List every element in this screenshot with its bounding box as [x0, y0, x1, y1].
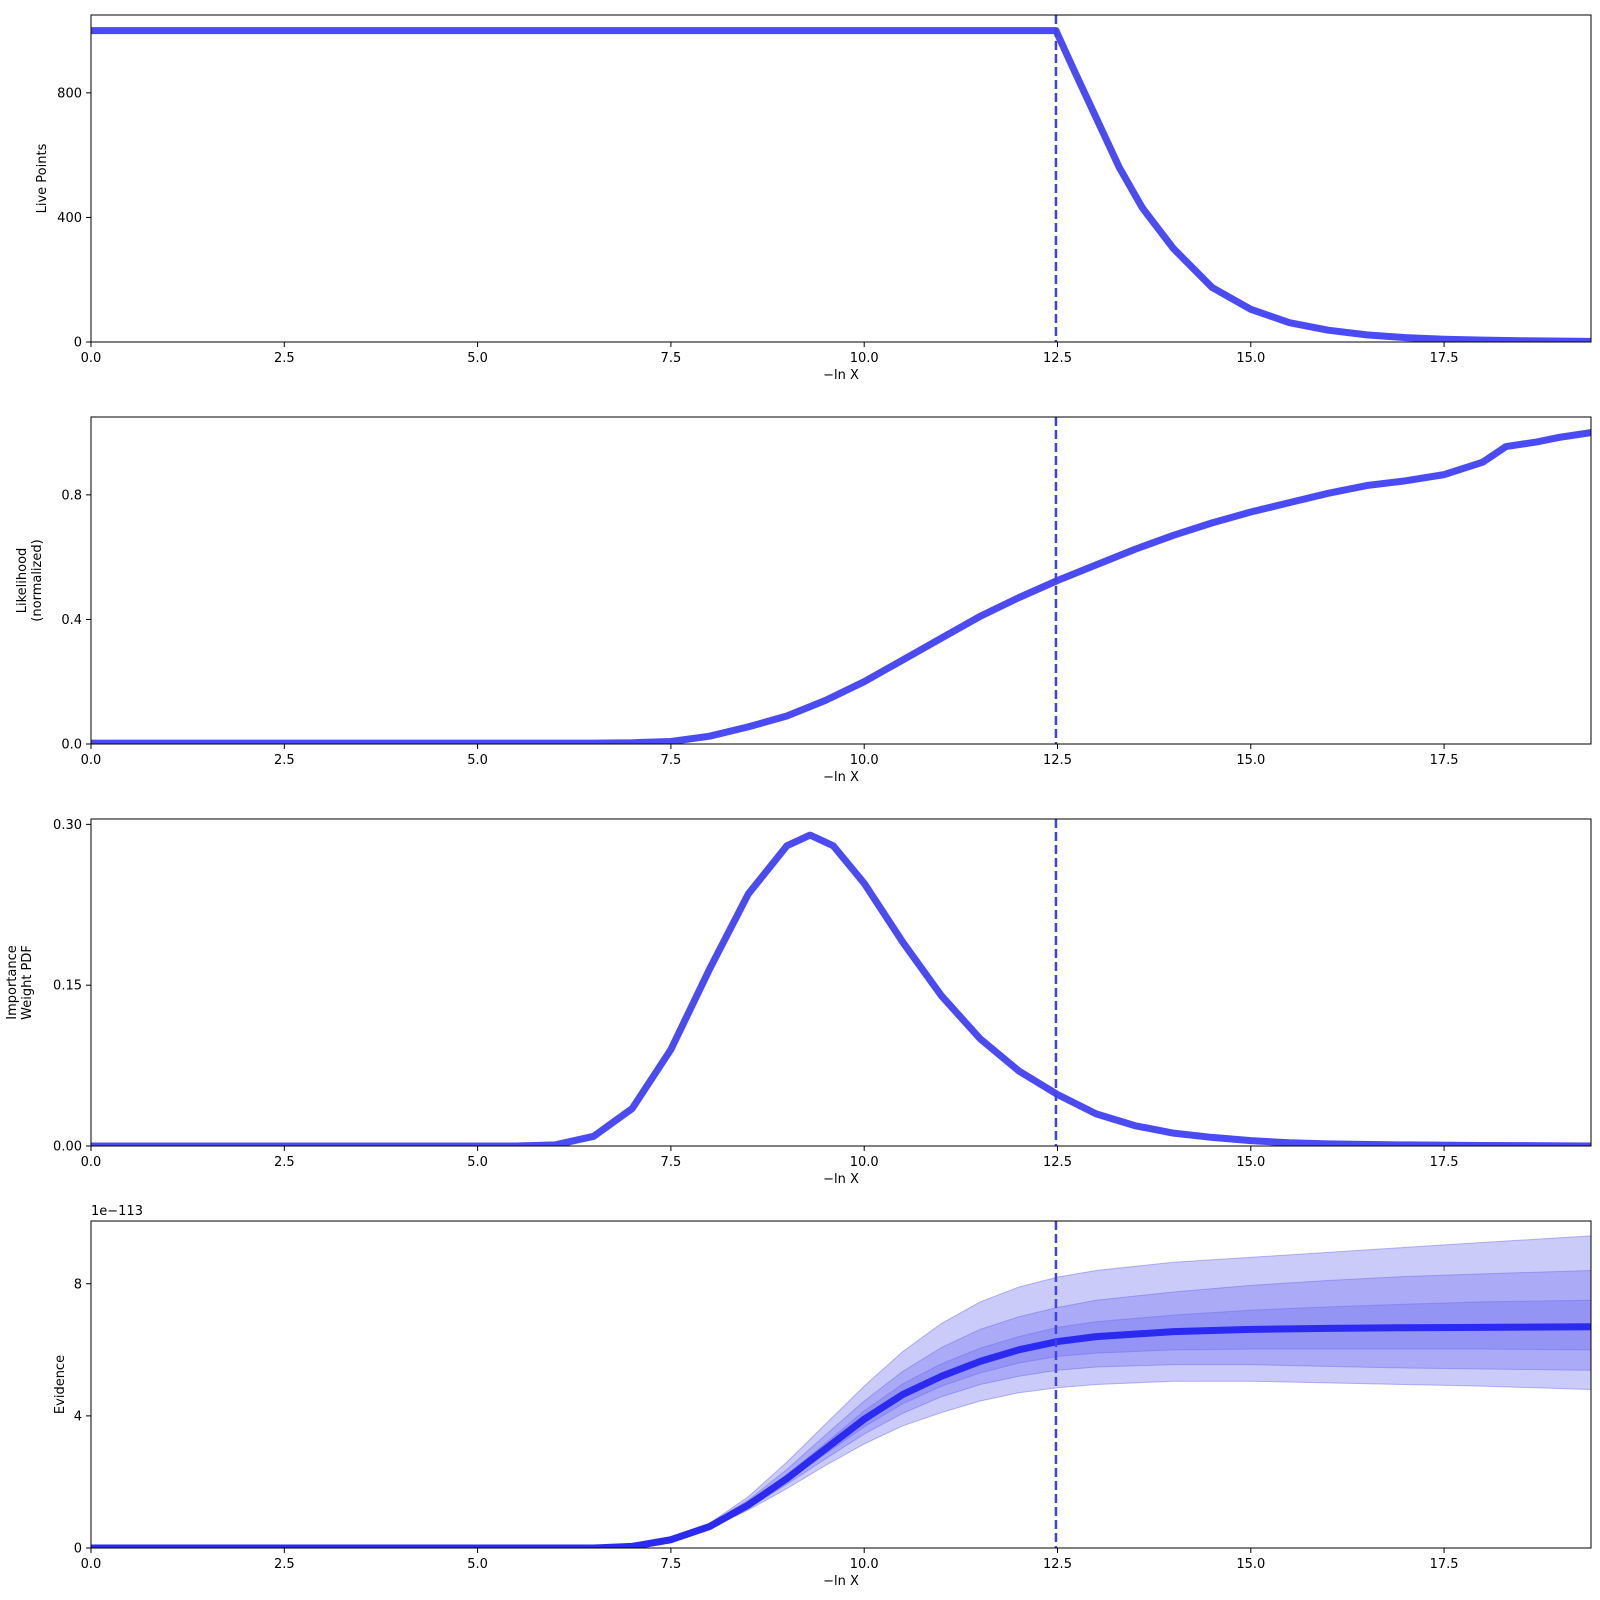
evidence-y-tick-label: 8	[74, 1277, 82, 1292]
likelihood-x-tick-label: 5.0	[467, 753, 488, 768]
live-points-x-tick-label: 2.5	[274, 351, 295, 366]
likelihood-x-tick-label: 0.0	[81, 753, 102, 768]
likelihood-x-tick-label: 17.5	[1430, 753, 1459, 768]
evidence-x-tick-label: 7.5	[661, 1557, 682, 1572]
likelihood-x-tick-label: 2.5	[274, 753, 295, 768]
likelihood-y-axis-label: (normalized)	[30, 539, 45, 621]
evidence-x-tick-label: 2.5	[274, 1557, 295, 1572]
likelihood-x-tick-label: 15.0	[1236, 753, 1265, 768]
likelihood-x-axis-label: −ln X	[823, 770, 859, 785]
importance-weight-x-tick-label: 15.0	[1236, 1155, 1265, 1170]
evidence-frame	[90, 1220, 1592, 1549]
panel-evidence: 0.0 2.5 5.0 7.5 10.0 12.5 15.0 17.5 0 4 8 −ln X Evid…	[53, 1204, 1592, 1589]
importance-weight-x-tick-label: 2.5	[274, 1155, 295, 1170]
evidence-plot-area	[91, 1235, 1591, 1548]
live-points-y-tick-label: 800	[57, 86, 82, 101]
importance-weight-y-axis-label: Weight PDF	[20, 945, 35, 1020]
live-points-x-axis-label: −ln X	[823, 368, 859, 383]
panel-live-points: 0.0 2.5 5.0 7.5 10.0 12.5 15.0 17.5 0 400 800 −ln X…	[35, 14, 1592, 383]
evidence-y-tick-label: 4	[74, 1409, 82, 1424]
importance-weight-y-tick-label: 0.30	[53, 818, 82, 833]
importance-weight-x-axis-label: −ln X	[823, 1172, 859, 1187]
evidence-y-axis-label: Evidence	[53, 1355, 68, 1414]
live-points-x-tick-label: 0.0	[81, 351, 102, 366]
live-points-frame	[90, 14, 1592, 343]
likelihood-y-axis-label: Likelihood	[15, 548, 30, 614]
importance-weight-series-line	[91, 831, 1591, 1146]
likelihood-y-tick-label: 0.0	[61, 738, 82, 753]
likelihood-x-tick-label: 12.5	[1043, 753, 1072, 768]
likelihood-series-line	[91, 429, 1591, 744]
importance-weight-x-tick-label: 12.5	[1043, 1155, 1072, 1170]
live-points-x-tick-label: 7.5	[661, 351, 682, 366]
evidence-x-tick-label: 17.5	[1430, 1557, 1459, 1572]
live-points-x-tick-label: 10.0	[850, 351, 879, 366]
importance-weight-x-tick-label: 7.5	[661, 1155, 682, 1170]
live-points-y-tick-label: 0	[74, 336, 82, 351]
likelihood-plot-area	[91, 429, 1591, 744]
live-points-plot-area	[91, 27, 1591, 342]
evidence-y-tick-label: 0	[74, 1542, 82, 1557]
panel-importance-weight: 0.0 2.5 5.0 7.5 10.0 12.5 15.0 17.5 0.00 0.15 0.30…	[5, 818, 1592, 1187]
live-points-series-line	[91, 27, 1591, 342]
live-points-x-tick-label: 15.0	[1236, 351, 1265, 366]
evidence-band-1	[91, 1235, 1591, 1548]
likelihood-frame	[90, 416, 1592, 745]
importance-weight-y-tick-label: 0.15	[53, 979, 82, 994]
importance-weight-y-tick-label: 0.00	[53, 1140, 82, 1155]
evidence-median-line	[91, 1323, 1591, 1548]
evidence-band-2	[91, 1270, 1591, 1548]
evidence-x-tick-label: 12.5	[1043, 1557, 1072, 1572]
live-points-y-axis-label: Live Points	[35, 143, 50, 213]
importance-weight-x-tick-label: 5.0	[467, 1155, 488, 1170]
live-points-x-tick-label: 5.0	[467, 351, 488, 366]
evidence-x-axis-label: −ln X	[823, 1574, 859, 1589]
live-points-x-tick-label: 12.5	[1043, 351, 1072, 366]
importance-weight-x-tick-label: 10.0	[850, 1155, 879, 1170]
importance-weight-x-tick-label: 0.0	[81, 1155, 102, 1170]
importance-weight-frame	[90, 818, 1592, 1147]
likelihood-y-tick-label: 0.8	[61, 488, 82, 503]
evidence-offset-text: 1e−113	[91, 1204, 143, 1219]
likelihood-x-tick-label: 10.0	[850, 753, 879, 768]
evidence-x-tick-label: 5.0	[467, 1557, 488, 1572]
live-points-y-tick-label: 400	[57, 211, 82, 226]
live-points-x-tick-label: 17.5	[1430, 351, 1459, 366]
evidence-x-tick-label: 10.0	[850, 1557, 879, 1572]
importance-weight-plot-area	[91, 831, 1591, 1146]
evidence-x-tick-label: 0.0	[81, 1557, 102, 1572]
importance-weight-y-axis-label: Importance	[5, 945, 20, 1020]
evidence-x-tick-label: 15.0	[1236, 1557, 1265, 1572]
likelihood-y-tick-label: 0.4	[61, 613, 82, 628]
likelihood-x-tick-label: 7.5	[661, 753, 682, 768]
panel-likelihood: 0.0 2.5 5.0 7.5 10.0 12.5 15.0 17.5 0.0 0.4 0.8 −ln…	[15, 416, 1592, 785]
importance-weight-x-tick-label: 17.5	[1430, 1155, 1459, 1170]
